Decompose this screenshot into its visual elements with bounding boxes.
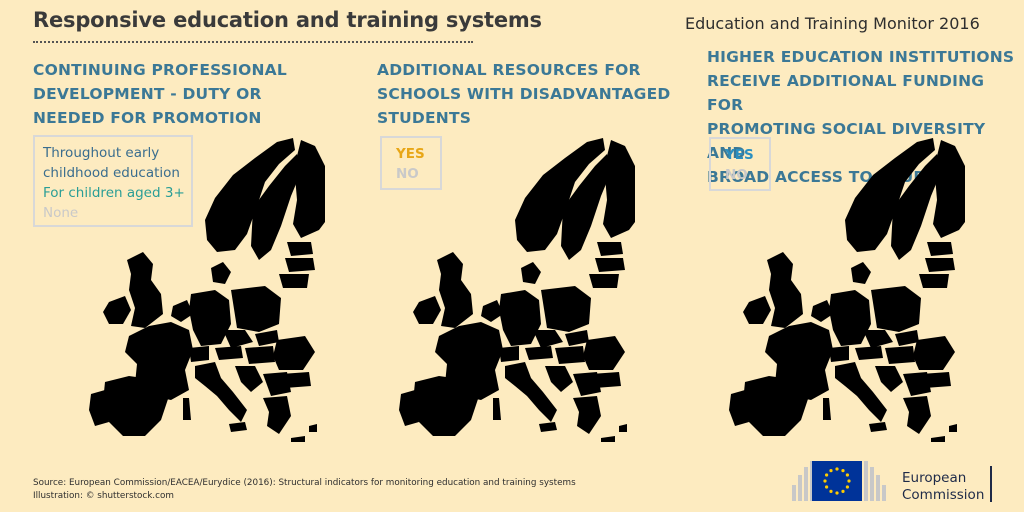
legend-item-none: None: [43, 205, 79, 221]
european-commission-logo: [792, 461, 886, 501]
heading-line: NEEDED FOR PROMOTION: [33, 109, 262, 127]
heading-line: STUDENTS: [377, 109, 472, 127]
heading-line: RECEIVE ADDITIONAL FUNDING FOR: [707, 72, 985, 114]
legend-item-early-1: Throughout early: [43, 145, 160, 161]
monitor-title: Education and Training Monitor 2016: [685, 14, 980, 33]
legend-item-no: NO: [396, 166, 419, 182]
heading-line: SCHOOLS WITH DISADVANTAGED: [377, 85, 671, 103]
ec-divider: [990, 466, 992, 502]
panel-resources-heading: ADDITIONAL RESOURCES FOR SCHOOLS WITH DI…: [377, 58, 670, 130]
legend-resources: YES NO: [380, 136, 442, 190]
heading-line: ADDITIONAL RESOURCES FOR: [377, 61, 641, 79]
ec-name-line1: European: [902, 470, 967, 486]
legend-item-yes: YES: [396, 146, 425, 162]
heading-line: HIGHER EDUCATION INSTITUTIONS: [707, 48, 1015, 66]
eu-stars-icon: [823, 467, 851, 495]
legend-item-early-2: childhood education: [43, 165, 180, 181]
title-underline: [33, 41, 473, 43]
map-higher-ed: .m3 .c-p { fill: #3a9bcf; } .m3 .c-s { f…: [729, 138, 965, 442]
ec-name-line2: Commission: [902, 487, 985, 503]
ec-name: European Commission: [902, 470, 984, 504]
panel-cpd-heading: CONTINUING PROFESSIONAL DEVELOPMENT - DU…: [33, 58, 287, 130]
legend-higher-ed: YES NO: [709, 137, 771, 191]
heading-line: DEVELOPMENT - DUTY OR: [33, 85, 262, 103]
map-cpd: .m1 .c-p { fill: #41718f; } .m1 .c-s { f…: [89, 138, 325, 442]
main-title: Responsive education and training system…: [33, 8, 542, 32]
legend-item-no: NO: [725, 167, 748, 183]
footer: Source: European Commission/EACEA/Eurydi…: [33, 477, 576, 503]
legend-item-aged-3plus: For children aged 3+: [43, 185, 185, 201]
illustration-credit: Illustration: © shutterstock.com: [33, 491, 174, 501]
map-resources: .m2 .c-p { fill: #e6a817; } .m2 .c-s { f…: [399, 138, 635, 442]
source-text: Source: European Commission/EACEA/Eurydi…: [33, 478, 576, 488]
heading-line: CONTINUING PROFESSIONAL: [33, 61, 287, 79]
heading-line: PROMOTING SOCIAL DIVERSITY AND: [707, 120, 986, 162]
legend-item-yes: YES: [725, 147, 754, 163]
legend-cpd: Throughout early childhood education For…: [33, 135, 193, 227]
